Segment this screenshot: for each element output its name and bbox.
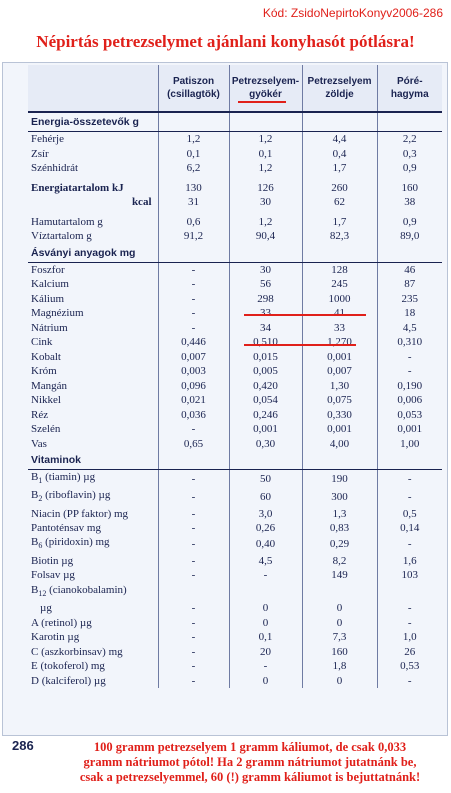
header-empty (28, 65, 159, 113)
row-b6: B6 (piridoxin) mg -0,40 0,29- (28, 535, 442, 554)
row-c-vitamin: C (aszkorbinsav) mg -20 160 26 (28, 644, 442, 659)
row-b1: B1 (tiamin) µg -50 190- (28, 469, 442, 489)
nutrition-table: Patiszon (csillagtök) Petrezselyem-gyökér… (28, 65, 442, 688)
page-number: 286 (12, 738, 34, 753)
header-petrezselyem-zoldje: Petrezselyem zöldje (302, 65, 378, 113)
row-energia-kcal: kcal 31 30 62 38 (28, 195, 442, 210)
row-cink: Cink 0,446 0,510 1,270 0,310 (28, 335, 442, 350)
row-b12: B12 (cianokobalamin) (28, 582, 442, 601)
row-nikkel: Nikkel 0,021 0,054 0,075 0,006 (28, 393, 442, 408)
row-szelen: Szelén -0,001 0,001 0,001 (28, 422, 442, 437)
row-kobalt: Kobalt 0,007 0,015 0,001- (28, 349, 442, 364)
row-viztartalom: Víztartalom g 91,2 90,4 82,3 89,0 (28, 229, 442, 244)
row-szenhidrat: Szénhidrát 6,2 1,2 1,7 0,9 (28, 161, 442, 176)
row-b12-unit: µg -0 0- (28, 600, 442, 616)
row-biotin: Biotin µg -4,5 8,2 1,6 (28, 553, 442, 569)
header-patiszon: Patiszon (csillagtök) (158, 65, 230, 113)
row-karotin: Karotin µg -0,1 7,3 1,0 (28, 629, 442, 645)
row-niacin: Niacin (PP faktor) mg -3,0 1,3 0,5 (28, 506, 442, 521)
row-magnezium: Magnézium-334118 (28, 306, 442, 321)
row-vas: Vas 0,65 0,30 4,00 1,00 (28, 436, 442, 451)
row-folsav: Folsav µg - -149 103 (28, 568, 442, 583)
row-rez: Réz 0,036 0,246 0,330 0,053 (28, 407, 442, 422)
section-minerals: Ásványi anyagok mg (28, 243, 442, 263)
annotation-note: 100 gramm petrezselyem 1 gramm káliumot,… (50, 740, 450, 785)
row-feherje: Fehérje 1,2 1,2 4,4 2,2 (28, 131, 442, 147)
section-vitamins: Vitaminok (28, 451, 442, 470)
row-pantotensav: Pantoténsav mg -0,26 0,83 0,14 (28, 520, 442, 536)
headline: Népirtás petrezselymet ajánlani konyhasó… (36, 32, 415, 51)
header-petrezselyem-gyoker: Petrezselyem-gyökér (229, 65, 303, 113)
row-b2: B2 (riboflavin) µg -60 300- (28, 488, 442, 507)
row-natrium: Nátrium -34 33 4,5 (28, 320, 442, 335)
note-line-2: gramm nátriumot pótol! Ha 2 gramm nátriu… (83, 755, 417, 769)
row-energia-kj: Energiatartalom kJ 130 126 260 160 (28, 180, 442, 195)
row-mangan: Mangán 0,096 0,420 1,30 0,190 (28, 378, 442, 393)
row-e-vitamin: E (tokoferol) mg - -1,8 0,53 (28, 658, 442, 674)
note-line-3: csak a petrezselyemmel, 60 (!) gramm kál… (79, 770, 421, 784)
row-d-vitamin: D (kalciferol) µg -0 0- (28, 673, 442, 688)
row-krom: Króm 0,003 0,005 0,007- (28, 364, 442, 379)
header-row: Patiszon (csillagtök) Petrezselyem-gyökér… (28, 65, 442, 113)
row-a-vitamin: A (retinol) µg -0 0- (28, 615, 442, 630)
note-line-1: 100 gramm petrezselyem 1 gramm káliumot,… (93, 740, 407, 754)
document-code-label: Kód: ZsidoNepirtoKonyv2006-286 (262, 6, 443, 20)
red-underline-kalium (244, 314, 366, 316)
underline-gyoker-header (238, 101, 286, 103)
section-energy: Energia-összetevők g (28, 112, 442, 132)
row-hamutartalom: Hamutartalom g 0,6 1,2 1,7 0,9 (28, 214, 442, 229)
row-kalium: Kálium -298 1000 235 (28, 291, 442, 306)
header-porehagyma: Póré-hagyma (377, 65, 442, 113)
red-underline-natrium (244, 344, 356, 346)
row-foszfor: Foszfor -30 128 46 (28, 262, 442, 277)
row-zsir: Zsír 0,1 0,1 0,4 0,3 (28, 146, 442, 161)
row-kalcium: Kalcium -56 245 87 (28, 277, 442, 292)
